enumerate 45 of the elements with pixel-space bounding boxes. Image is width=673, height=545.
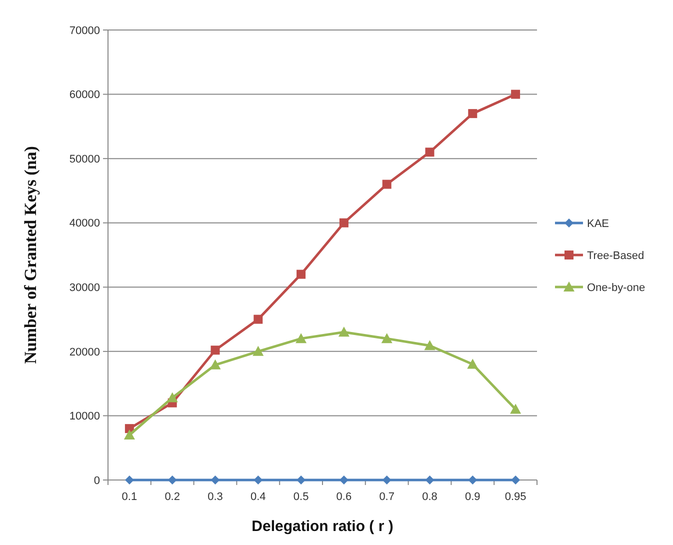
point (210, 346, 220, 355)
y-axis-title: Number of Granted Keys (na) (21, 146, 40, 364)
y-tick-label: 10000 (69, 410, 100, 423)
point (425, 148, 434, 157)
point (424, 340, 436, 350)
x-tick-label: 0.4 (250, 491, 266, 503)
point (296, 333, 307, 344)
point (467, 358, 478, 369)
x-tick-label: 0.7 (379, 491, 394, 503)
point (382, 180, 392, 189)
y-tick-label: 40000 (69, 218, 100, 230)
point (210, 359, 221, 370)
point (124, 476, 134, 484)
y-tick-label: 70000 (69, 24, 100, 37)
point (425, 476, 434, 484)
x-tick-label: 0.2 (164, 491, 180, 503)
y-tick-label: 30000 (69, 282, 100, 294)
x-tick-label: 0.1 (122, 491, 138, 503)
point (254, 314, 263, 324)
legend-label: Tree-Based (587, 250, 644, 262)
legend-label: KAE (587, 218, 610, 230)
point (124, 430, 135, 440)
x-tick-label: 0.8 (422, 491, 438, 503)
point (468, 109, 478, 118)
legend-label: One-by-one (587, 282, 646, 294)
x-tick-label: 0.5 (293, 491, 309, 503)
y-tick-label: 60000 (69, 89, 100, 102)
y-tick-label: 0 (94, 474, 100, 487)
x-tick-label: 0.6 (336, 491, 352, 503)
point (296, 270, 306, 279)
point (210, 476, 220, 484)
x-axis-title: Delegation ratio ( r ) (252, 518, 394, 535)
point (510, 404, 522, 414)
point (511, 90, 520, 99)
point (381, 333, 392, 344)
x-tick-label: 0.3 (208, 491, 223, 503)
y-tick-label: 20000 (69, 346, 100, 358)
x-tick-label: 0.95 (504, 491, 526, 503)
x-tick-label: 0.9 (465, 491, 480, 503)
point (338, 326, 350, 337)
point (252, 346, 264, 356)
point (166, 392, 178, 402)
y-tick-label: 50000 (69, 153, 100, 166)
point (339, 218, 348, 228)
point (511, 476, 520, 484)
